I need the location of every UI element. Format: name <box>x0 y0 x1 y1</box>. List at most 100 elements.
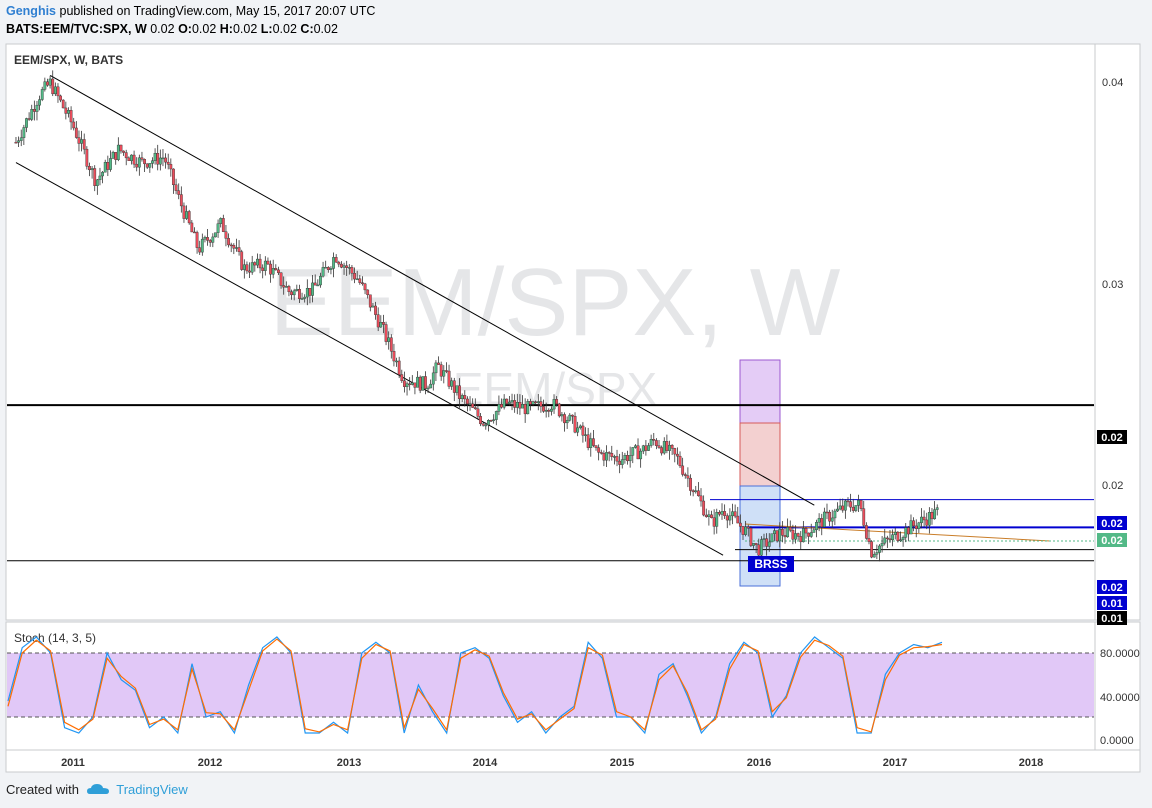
candle <box>460 395 464 400</box>
candle <box>447 370 451 387</box>
price-tag <box>1097 533 1127 547</box>
candle <box>279 272 283 286</box>
candle <box>431 372 435 385</box>
candle <box>620 459 624 465</box>
candle <box>749 527 753 546</box>
x-tick: 2016 <box>747 757 771 769</box>
candle <box>492 419 496 421</box>
candle <box>657 445 661 448</box>
candle <box>237 247 241 252</box>
target-zone-box[interactable] <box>739 359 781 424</box>
stoch-axis[interactable] <box>1094 621 1141 751</box>
candle <box>786 527 790 538</box>
risk-zone-box[interactable] <box>739 422 781 487</box>
candle <box>106 162 110 170</box>
candle <box>862 508 866 526</box>
candle <box>182 205 186 219</box>
candle <box>69 110 73 123</box>
candle <box>494 411 498 420</box>
candle <box>686 475 690 479</box>
candle <box>885 537 889 540</box>
candle <box>468 403 472 406</box>
candle <box>77 137 81 144</box>
tradingview-link[interactable]: TradingView <box>116 782 188 797</box>
candle <box>27 118 31 120</box>
candle <box>812 529 816 533</box>
candle <box>345 265 349 268</box>
candle <box>891 534 895 541</box>
candle <box>927 512 931 526</box>
time-axis[interactable] <box>5 749 1141 773</box>
candle <box>130 154 133 161</box>
candle <box>224 231 228 239</box>
candle <box>589 438 593 448</box>
candle <box>586 434 590 448</box>
candle <box>90 168 94 171</box>
candle <box>804 528 808 534</box>
candle <box>502 398 506 408</box>
candle <box>612 456 616 458</box>
candle <box>219 218 223 224</box>
candle <box>214 232 217 238</box>
candle <box>40 89 44 100</box>
candle <box>274 268 278 271</box>
candle <box>179 194 183 207</box>
candle <box>316 284 320 287</box>
candle <box>521 403 524 409</box>
candle <box>615 456 619 462</box>
candle <box>353 273 356 280</box>
candle <box>473 407 477 410</box>
main-pane-label: EEM/SPX, W, BATS <box>14 53 123 67</box>
author-link[interactable]: Genghis <box>6 4 57 18</box>
candle <box>878 545 881 553</box>
candle <box>19 137 23 141</box>
candle <box>775 530 779 542</box>
candle <box>815 522 818 531</box>
candle <box>405 383 409 387</box>
candle <box>529 401 532 405</box>
candle <box>854 505 858 511</box>
candle <box>158 157 162 165</box>
candle <box>594 445 598 448</box>
candle <box>838 505 842 510</box>
candle <box>361 282 364 285</box>
brss-label-box[interactable] <box>748 556 794 572</box>
candle <box>673 448 677 455</box>
candle <box>647 445 650 451</box>
candle <box>568 414 572 421</box>
candle <box>896 531 900 542</box>
candle <box>211 236 215 243</box>
candle <box>235 247 238 249</box>
candle <box>654 440 658 446</box>
candle <box>870 541 874 558</box>
candle <box>731 511 734 517</box>
candle <box>416 376 419 388</box>
candle <box>111 152 115 159</box>
candle <box>922 516 926 521</box>
candle <box>114 152 118 160</box>
candle <box>707 514 711 517</box>
candle <box>626 455 629 462</box>
candle <box>571 414 574 417</box>
candle <box>53 86 57 95</box>
candle <box>552 399 556 410</box>
candle <box>277 269 280 273</box>
candle <box>859 500 863 509</box>
candle <box>93 168 97 186</box>
candle <box>248 270 251 273</box>
candle <box>48 78 52 86</box>
candle <box>765 538 769 547</box>
candle <box>738 522 742 527</box>
candle <box>825 511 829 514</box>
candle <box>794 533 797 540</box>
candle <box>72 121 76 129</box>
candle <box>550 408 553 412</box>
candle <box>193 231 196 234</box>
candle <box>618 460 622 465</box>
candle <box>366 289 370 296</box>
candle <box>599 452 603 454</box>
candle <box>287 286 291 293</box>
candle <box>780 529 784 536</box>
candle <box>733 511 737 517</box>
